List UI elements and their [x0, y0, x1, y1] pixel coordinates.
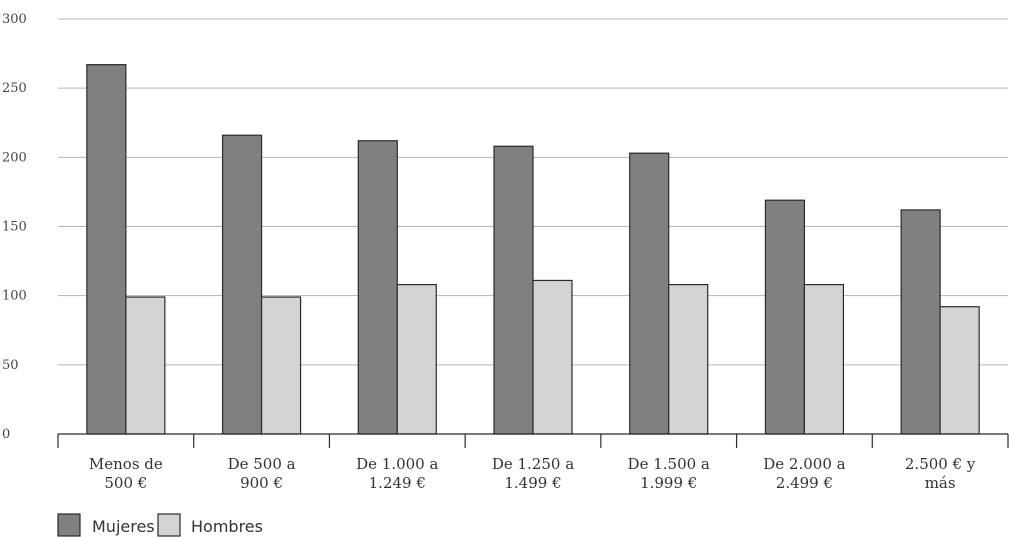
x-category-label: Menos de	[89, 455, 163, 473]
x-category-label: 900 €	[240, 474, 283, 492]
x-category-label: 2.499 €	[776, 474, 833, 492]
bar-mujeres-5	[764, 199, 806, 435]
y-tick-label: 200	[2, 150, 27, 165]
bar-mujeres-0	[86, 64, 127, 435]
x-category-label: De 1.250 a	[492, 455, 574, 473]
x-category-label: más	[925, 474, 956, 492]
bars	[86, 64, 980, 435]
x-category-label: 1.249 €	[369, 474, 426, 492]
x-category-label: 500 €	[104, 474, 147, 492]
y-tick-label: 0	[2, 427, 10, 442]
y-tick-label: 150	[2, 220, 27, 235]
y-tick-label: 50	[2, 358, 19, 373]
bar-hombres-0	[125, 296, 166, 435]
y-tick-label: 100	[2, 289, 27, 304]
x-category-label: 1.999 €	[640, 474, 697, 492]
y-axis-tick-labels: 0 50 100 150 200 250 300	[2, 12, 27, 442]
legend-label-hombres: Hombres	[191, 517, 263, 536]
legend-swatch-mujeres	[57, 513, 81, 537]
bar-hombres-3	[532, 279, 573, 435]
legend: Mujeres Hombres	[57, 513, 263, 537]
legend-swatch-hombres	[157, 513, 181, 537]
bar-mujeres-3	[493, 145, 534, 435]
x-category-label: De 500 a	[228, 455, 296, 473]
bar-mujeres-4	[629, 152, 670, 435]
x-axis	[57, 433, 1009, 448]
bar-hombres-5	[803, 284, 845, 435]
y-tick-label: 250	[2, 81, 27, 96]
x-category-label: De 1.500 a	[628, 455, 710, 473]
x-category-label: 1.499 €	[504, 474, 561, 492]
x-category-label: De 1.000 a	[356, 455, 438, 473]
bar-mujeres-6	[900, 209, 941, 435]
x-category-label: De 2.000 a	[763, 455, 845, 473]
bar-hombres-2	[396, 284, 437, 435]
bar-mujeres-1	[221, 134, 263, 435]
bar-hombres-6	[939, 306, 980, 435]
bar-hombres-4	[668, 284, 709, 435]
y-tick-label: 300	[2, 12, 27, 27]
bar-mujeres-2	[357, 140, 398, 435]
x-category-label: 2.500 € y	[905, 455, 976, 473]
bar-hombres-1	[260, 296, 302, 435]
legend-label-mujeres: Mujeres	[92, 517, 155, 536]
